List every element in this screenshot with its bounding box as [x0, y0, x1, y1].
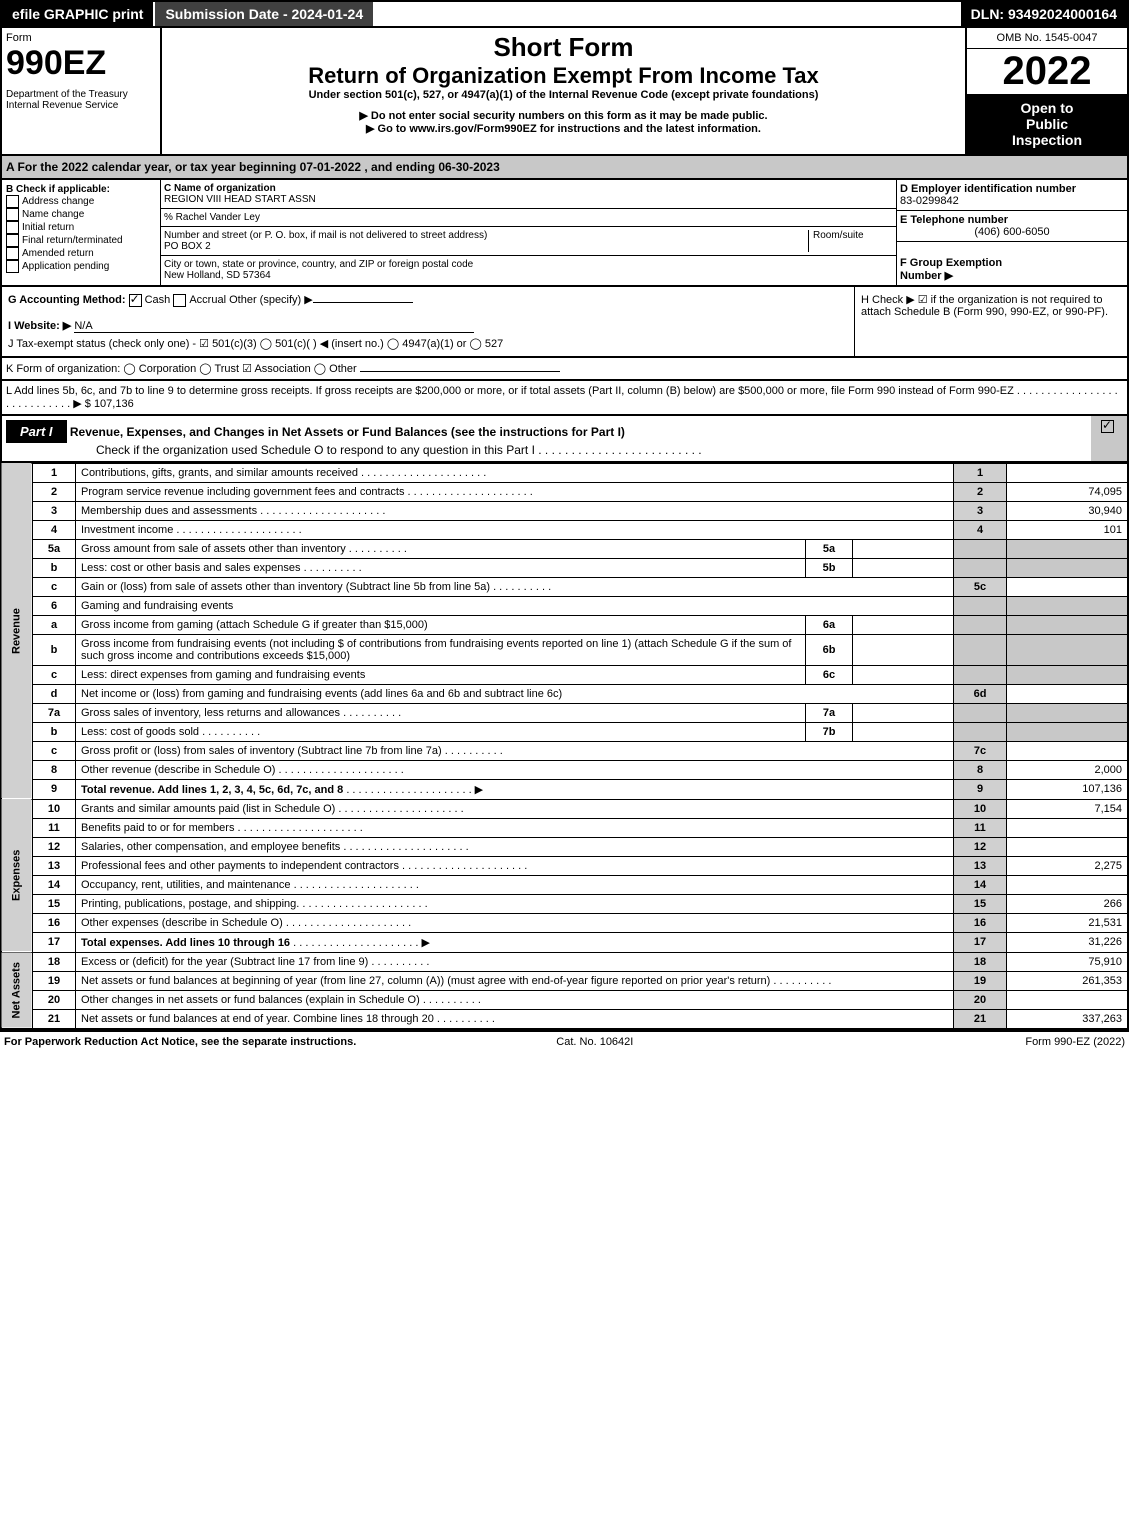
c-name-label: C Name of organization [164, 183, 276, 194]
revenue-side-label: Revenue [1, 463, 33, 799]
section-a: A For the 2022 calendar year, or tax yea… [0, 156, 1129, 180]
section-l: L Add lines 5b, 6c, and 7b to line 9 to … [0, 381, 1129, 416]
checkbox-amended[interactable] [6, 247, 19, 260]
warning-1: ▶ Do not enter social security numbers o… [166, 109, 961, 122]
schedule-o-checkbox[interactable] [1091, 416, 1127, 461]
part-1-badge: Part I [6, 420, 67, 443]
title-main: Return of Organization Exempt From Incom… [166, 63, 961, 89]
tax-year: 2022 [967, 49, 1127, 94]
checkbox-final-return[interactable] [6, 234, 19, 247]
g-label: G Accounting Method: [8, 294, 126, 306]
page-footer: For Paperwork Reduction Act Notice, see … [0, 1030, 1129, 1052]
line-10-amount: 7,154 [1007, 799, 1129, 818]
line-18-amount: 75,910 [1007, 952, 1129, 971]
group-exemption-label: F Group Exemption Number ▶ [900, 257, 1002, 282]
header-bar: efile GRAPHIC print Submission Date - 20… [0, 0, 1129, 28]
footer-center: Cat. No. 10642I [556, 1036, 633, 1048]
checkbox-pending[interactable] [6, 260, 19, 273]
line-3-amount: 30,940 [1007, 501, 1129, 520]
subtitle: Under section 501(c), 527, or 4947(a)(1)… [166, 89, 961, 101]
section-j: J Tax-exempt status (check only one) - ☑… [8, 337, 848, 350]
line-17-amount: 31,226 [1007, 932, 1129, 952]
checkbox-initial-return[interactable] [6, 221, 19, 234]
addr-label: Number and street (or P. O. box, if mail… [164, 230, 487, 241]
section-b-title: B Check if applicable: [6, 184, 156, 195]
omb-number: OMB No. 1545-0047 [967, 28, 1127, 49]
bcdef-block: B Check if applicable: Address change Na… [0, 180, 1129, 287]
care-of: % Rachel Vander Ley [161, 209, 896, 227]
phone-label: E Telephone number [900, 214, 1008, 226]
section-b: B Check if applicable: Address change Na… [2, 180, 161, 285]
submission-date-button[interactable]: Submission Date - 2024-01-24 [155, 2, 375, 26]
checkbox-address-change[interactable] [6, 195, 19, 208]
checkbox-cash[interactable] [129, 294, 142, 307]
ein-label: D Employer identification number [900, 183, 1076, 195]
open-public-badge: Open to Public Inspection [967, 94, 1127, 154]
line-12-amount [1007, 837, 1129, 856]
part-1-subtitle: Check if the organization used Schedule … [96, 443, 702, 457]
efile-button[interactable]: efile GRAPHIC print [2, 2, 155, 26]
part-1-title: Revenue, Expenses, and Changes in Net As… [70, 425, 625, 439]
netassets-side-label: Net Assets [1, 952, 33, 1029]
line-1-amount [1007, 463, 1129, 482]
line-13-amount: 2,275 [1007, 856, 1129, 875]
footer-left: For Paperwork Reduction Act Notice, see … [4, 1036, 356, 1048]
section-c: C Name of organization REGION VIII HEAD … [161, 180, 897, 285]
other-specify-line[interactable] [313, 302, 413, 303]
line-4-amount: 101 [1007, 520, 1129, 539]
warning-2[interactable]: ▶ Go to www.irs.gov/Form990EZ for instru… [166, 122, 961, 135]
line-11-amount [1007, 818, 1129, 837]
part-1-header: Part I Revenue, Expenses, and Changes in… [0, 416, 1129, 463]
line-9-amount: 107,136 [1007, 779, 1129, 799]
section-g-i-j: G Accounting Method: Cash Accrual Other … [2, 287, 854, 356]
form-number: 990EZ [6, 44, 156, 83]
section-h: H Check ▶ ☑ if the organization is not r… [854, 287, 1127, 356]
line-8-amount: 2,000 [1007, 760, 1129, 779]
line-2-amount: 74,095 [1007, 482, 1129, 501]
phone-value: (406) 600-6050 [900, 226, 1124, 238]
city-value: New Holland, SD 57364 [164, 270, 271, 281]
line-21-amount: 337,263 [1007, 1009, 1129, 1029]
dln-label: DLN: 93492024000164 [961, 2, 1127, 26]
form-right-block: OMB No. 1545-0047 2022 Open to Public In… [965, 28, 1127, 154]
title-short: Short Form [166, 32, 961, 63]
form-id-block: Form 990EZ Department of the Treasury In… [2, 28, 162, 154]
section-def: D Employer identification number 83-0299… [897, 180, 1127, 285]
form-label: Form [6, 32, 156, 44]
form-title-block: Short Form Return of Organization Exempt… [162, 28, 965, 154]
part-1-table: Revenue 1 Contributions, gifts, grants, … [0, 463, 1129, 1030]
checkbox-accrual[interactable] [173, 294, 186, 307]
room-suite-label: Room/suite [808, 230, 893, 252]
checkbox-name-change[interactable] [6, 208, 19, 221]
line-15-amount: 266 [1007, 894, 1129, 913]
expenses-side-label: Expenses [1, 799, 33, 952]
section-k: K Form of organization: ◯ Corporation ◯ … [0, 358, 1129, 381]
gross-receipts: 107,136 [94, 398, 134, 410]
department-label: Department of the Treasury Internal Reve… [6, 89, 156, 111]
website-label: I Website: ▶ [8, 320, 71, 332]
form-header: Form 990EZ Department of the Treasury In… [0, 28, 1129, 156]
address: PO BOX 2 [164, 241, 211, 252]
line-5c-amount [1007, 577, 1129, 596]
line-7c-amount [1007, 741, 1129, 760]
line-16-amount: 21,531 [1007, 913, 1129, 932]
line-20-amount [1007, 990, 1129, 1009]
gh-block: G Accounting Method: Cash Accrual Other … [0, 287, 1129, 358]
line-19-amount: 261,353 [1007, 971, 1129, 990]
city-label: City or town, state or province, country… [164, 259, 473, 270]
footer-right: Form 990-EZ (2022) [1025, 1036, 1125, 1048]
ein-value: 83-0299842 [900, 195, 959, 207]
line-6d-amount [1007, 684, 1129, 703]
org-name: REGION VIII HEAD START ASSN [164, 194, 316, 205]
line-14-amount [1007, 875, 1129, 894]
website-value: N/A [74, 320, 474, 333]
